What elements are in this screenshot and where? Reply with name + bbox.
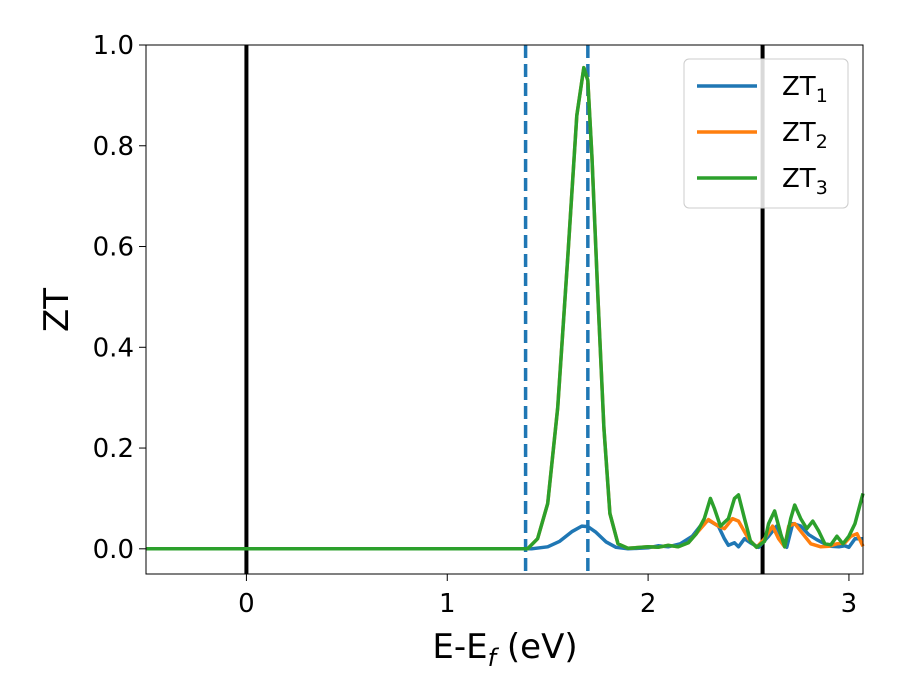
y-axis-ticks: 0.0 0.2 0.4 0.6 0.8 1.0	[93, 31, 146, 565]
x-tick-label: 3	[841, 589, 858, 619]
y-tick-label: 0.2	[93, 434, 134, 464]
x-tick-label: 2	[640, 589, 657, 619]
y-tick-label: 1.0	[93, 31, 134, 61]
series-line-zt3	[146, 65, 865, 551]
legend-label-zt2: ZT2	[782, 118, 828, 153]
x-tick-label: 0	[238, 589, 255, 619]
x-tick-label: 1	[439, 589, 456, 619]
legend-label-main: ZT	[782, 118, 816, 148]
legend-label-sub: 3	[816, 177, 828, 199]
y-tick-label: 0.4	[93, 333, 134, 363]
legend-label-zt1: ZT1	[782, 72, 828, 107]
series-line-zt1	[146, 518, 863, 551]
y-tick-label: 0.0	[93, 535, 134, 565]
x-axis-label-rest: (eV)	[496, 627, 578, 667]
legend-label-sub: 1	[816, 85, 828, 107]
legend-box	[683, 58, 849, 209]
legend-label-sub: 2	[816, 131, 828, 153]
y-tick-label: 0.8	[93, 132, 134, 162]
x-axis-ticks: 0 1 2 3	[238, 574, 857, 619]
legend-label-main: ZT	[782, 164, 816, 194]
series-lines	[146, 65, 865, 551]
x-axis-label: E-Ef (eV)	[432, 627, 577, 672]
y-tick-label: 0.6	[93, 233, 134, 263]
legend-label-zt3: ZT3	[782, 164, 828, 199]
plot-area-frame	[145, 44, 864, 575]
legend-label-main: ZT	[782, 72, 816, 102]
x-axis-label-main: E-E	[432, 627, 487, 667]
y-axis-label: ZT	[37, 288, 77, 332]
